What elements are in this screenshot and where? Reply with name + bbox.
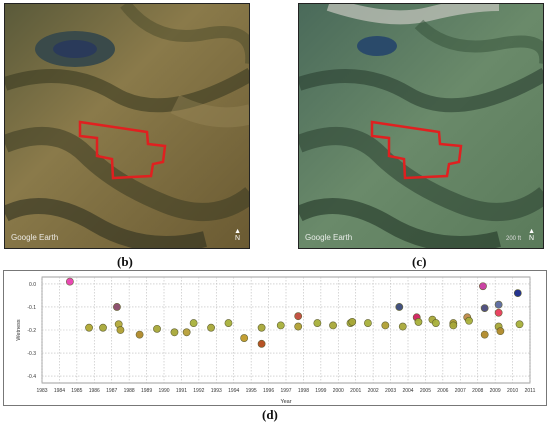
data-point <box>431 319 440 327</box>
x-tick-label: 2010 <box>507 388 518 394</box>
x-tick-label: 2003 <box>385 388 396 394</box>
study-area-boundary <box>78 120 167 180</box>
x-tick-label: 2000 <box>333 388 344 394</box>
data-point <box>224 319 233 327</box>
panel-label-b: (b) <box>117 254 133 269</box>
data-point <box>294 312 303 321</box>
data-point <box>395 303 404 311</box>
data-point <box>348 318 357 326</box>
data-point <box>276 321 285 330</box>
data-point <box>116 326 125 334</box>
data-point <box>99 323 107 332</box>
google-earth-watermark: Google Earth <box>305 233 353 242</box>
data-point <box>414 318 423 326</box>
terrain-c <box>299 4 543 248</box>
x-tick-label: 1987 <box>106 388 117 394</box>
data-point <box>398 322 407 331</box>
data-point <box>135 330 144 339</box>
y-tick-label: -0.3 <box>27 351 36 357</box>
y-tick-label: 0.0 <box>29 282 36 288</box>
data-point <box>513 289 522 298</box>
data-point <box>207 323 215 332</box>
y-tick-label: -0.1 <box>27 305 36 311</box>
x-tick-label: 1983 <box>36 388 47 394</box>
data-point <box>313 319 322 327</box>
x-tick-label: 1999 <box>315 388 326 394</box>
satellite-image-b: Google Earth ▲ N <box>4 3 250 249</box>
x-tick-label: 1991 <box>176 388 187 394</box>
scale-bar: 200 ft <box>505 236 521 242</box>
x-tick-label: 2004 <box>402 388 413 394</box>
data-point <box>494 308 503 317</box>
x-tick-label: 2009 <box>490 388 501 394</box>
terrain-b <box>5 4 249 248</box>
x-tick-label: 1985 <box>71 388 82 394</box>
y-tick-label: -0.2 <box>27 328 36 334</box>
study-area-boundary <box>370 120 463 180</box>
data-point <box>257 339 266 348</box>
x-tick-label: 2007 <box>455 388 466 394</box>
x-tick-label: 1990 <box>158 388 169 394</box>
x-tick-label: 1984 <box>54 388 65 394</box>
data-point <box>449 321 458 330</box>
wetness-chart: 1983 1984 1985 1986 1987 1988 1989 1990 1991 1992… <box>3 270 547 406</box>
x-tick-label: 2005 <box>420 388 431 394</box>
panel-label-d: (d) <box>262 407 278 422</box>
data-point <box>294 322 303 331</box>
data-point <box>113 303 121 311</box>
data-point <box>153 324 161 333</box>
data-point <box>257 323 266 332</box>
x-tick-label: 2001 <box>350 388 361 394</box>
data-point <box>182 328 191 337</box>
x-tick-label: 1996 <box>263 388 274 394</box>
data-point <box>479 282 487 291</box>
data-point <box>381 321 390 330</box>
x-tick-label: 1998 <box>298 388 309 394</box>
data-point <box>494 300 503 309</box>
y-tick-label: -0.4 <box>27 374 36 380</box>
x-tick-label: 2011 <box>525 388 536 394</box>
data-point <box>189 319 198 327</box>
panel-label-c: (c) <box>412 254 427 269</box>
x-tick-label: 1992 <box>193 388 204 394</box>
data-point <box>480 304 489 313</box>
x-tick-label: 1986 <box>89 388 100 394</box>
north-arrow-icon: ▲ N <box>528 228 535 242</box>
x-axis-label: Year <box>280 399 291 405</box>
x-tick-label: 2008 <box>472 388 483 394</box>
y-axis-label: Wetness <box>16 319 22 341</box>
data-point <box>85 323 93 332</box>
data-point <box>480 330 489 339</box>
data-point <box>329 321 337 330</box>
data-point <box>170 328 179 337</box>
data-point <box>364 319 372 327</box>
google-earth-watermark: Google Earth <box>11 233 59 242</box>
data-point <box>240 334 249 342</box>
x-tick-label: 2002 <box>368 388 379 394</box>
data-point <box>65 277 74 286</box>
x-tick-label: 2006 <box>437 388 448 394</box>
x-tick-label: 1997 <box>280 388 291 394</box>
data-point <box>515 320 524 329</box>
data-point <box>465 316 473 325</box>
x-tick-label: 1993 <box>211 388 222 394</box>
x-tick-label: 1989 <box>141 388 152 394</box>
x-tick-label: 1994 <box>228 388 239 394</box>
satellite-image-c: Google Earth 200 ft ▲ N <box>298 3 544 249</box>
chart-svg: 1983 1984 1985 1986 1987 1988 1989 1990 1991 1992… <box>16 276 536 405</box>
data-point <box>496 327 505 336</box>
x-tick-label: 1995 <box>246 388 257 394</box>
north-arrow-icon: ▲ N <box>234 228 241 242</box>
x-tick-label: 1988 <box>124 388 135 394</box>
